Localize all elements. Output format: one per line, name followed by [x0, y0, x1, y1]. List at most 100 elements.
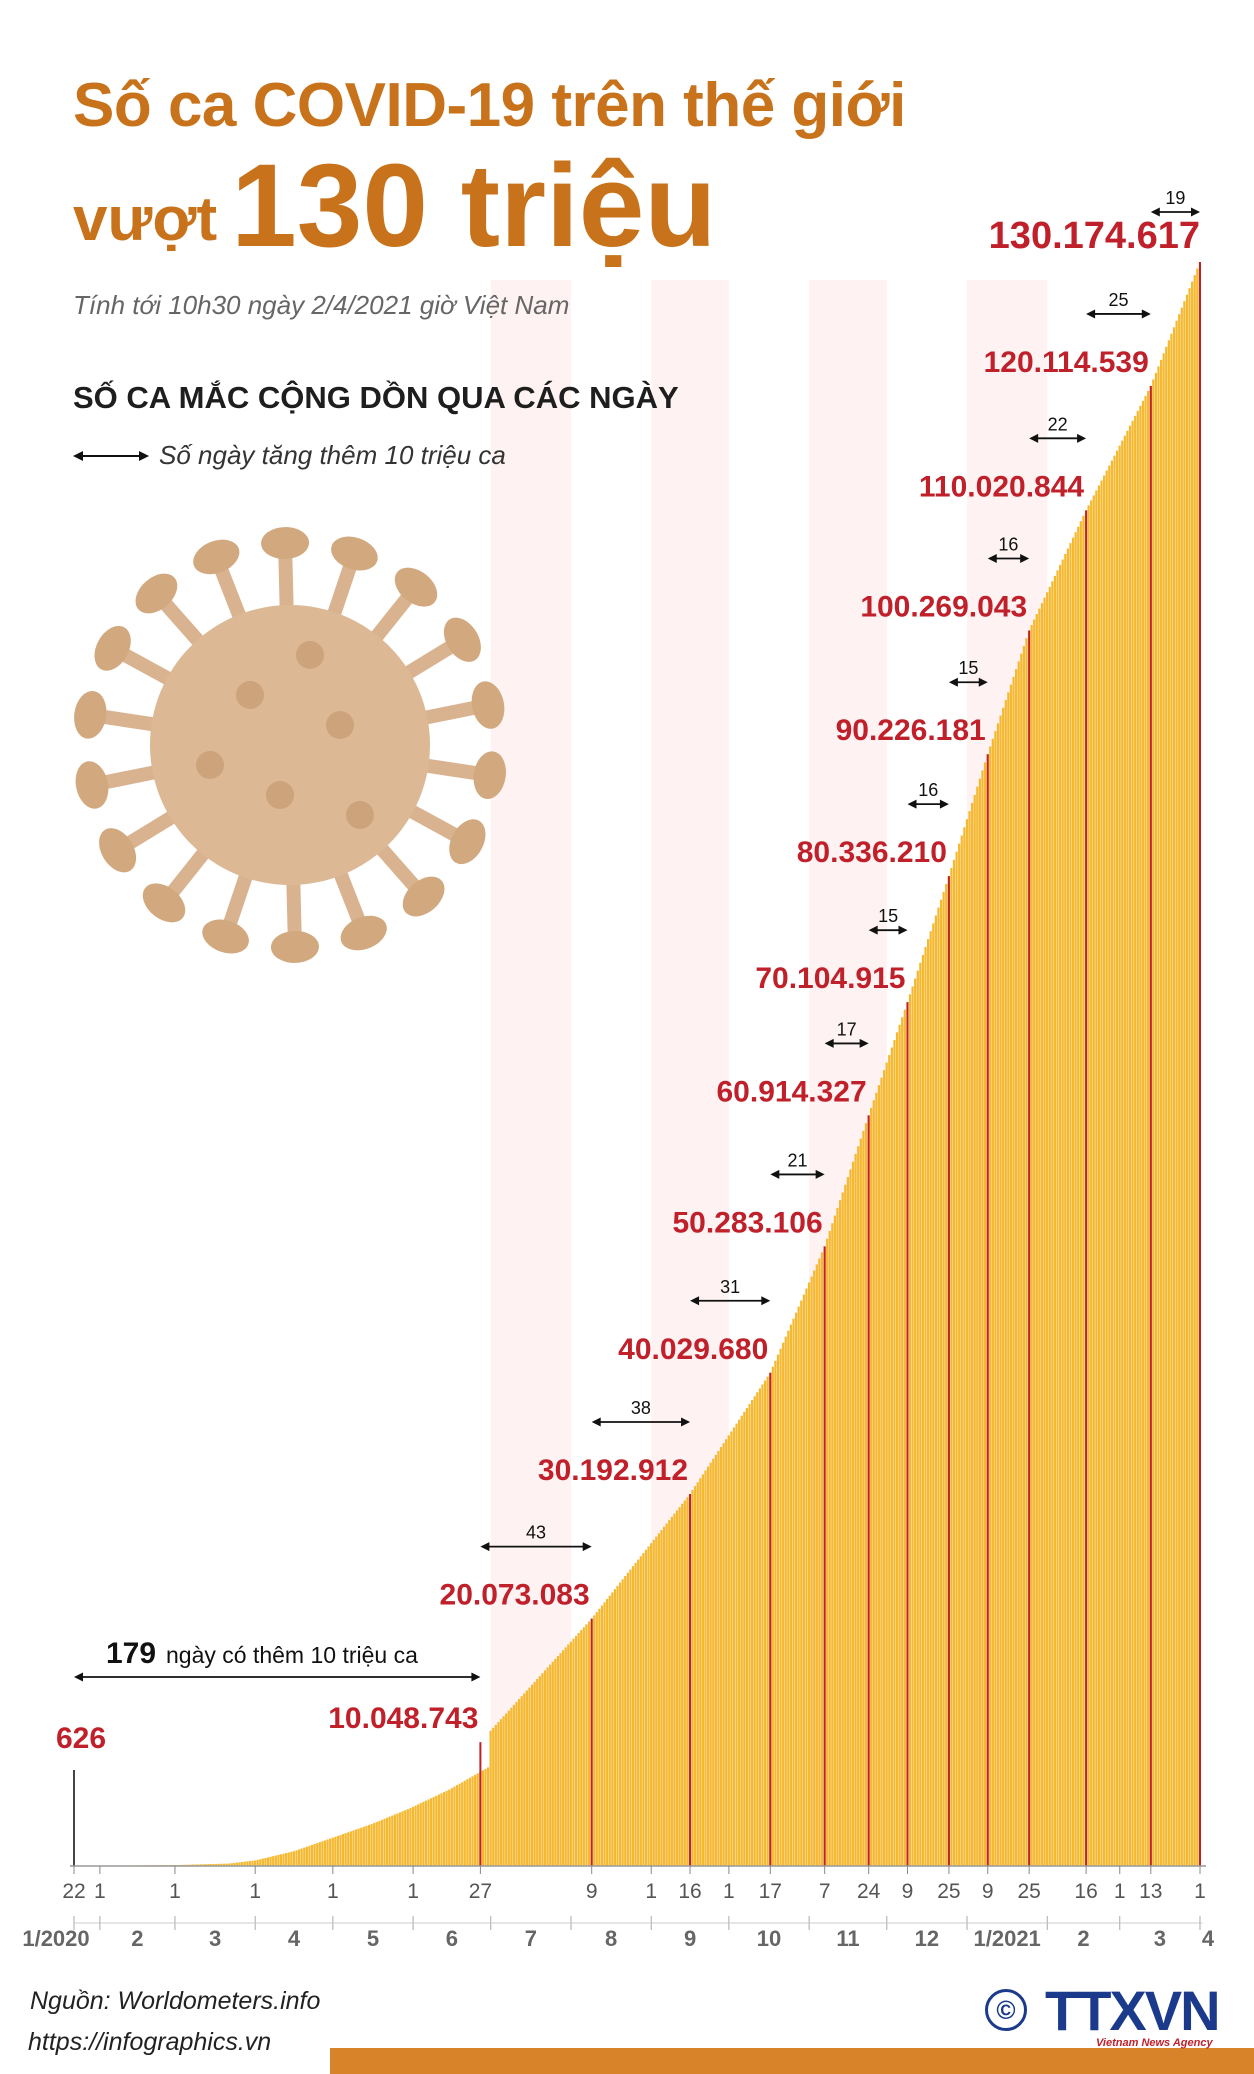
tick-label: 1	[723, 1880, 735, 1903]
day-bar	[380, 1819, 384, 1866]
day-bar	[414, 1805, 417, 1866]
day-bar	[435, 1795, 438, 1866]
day-bar	[818, 1258, 821, 1866]
day-bar	[215, 1863, 218, 1866]
day-bar	[924, 947, 927, 1866]
month-label: 5	[367, 1926, 379, 1951]
day-bar	[1059, 564, 1062, 1866]
day-bar	[1030, 625, 1033, 1866]
day-bar	[1110, 460, 1113, 1867]
day-bar	[1141, 400, 1145, 1866]
title-line-2: vượt 130 triệu	[73, 138, 716, 274]
interval-arrow: 16	[907, 780, 949, 809]
day-bar	[1152, 379, 1155, 1867]
arrow-head-right	[681, 1417, 691, 1427]
day-bar	[476, 1773, 479, 1866]
day-bar	[1087, 505, 1090, 1866]
day-bar	[1118, 445, 1121, 1867]
day-bar	[587, 1621, 591, 1866]
day-bar	[1154, 372, 1157, 1867]
day-bar	[820, 1252, 824, 1866]
milestone-label: 40.029.680	[618, 1333, 768, 1366]
double-arrow-icon	[73, 450, 149, 461]
interval-days: 19	[1165, 188, 1185, 208]
day-bar	[507, 1710, 510, 1866]
day-bar	[753, 1396, 756, 1866]
day-bar	[1043, 597, 1046, 1866]
day-bar	[256, 1859, 259, 1866]
day-bar	[492, 1727, 495, 1866]
month-shade	[490, 280, 571, 1866]
day-bar	[484, 1768, 487, 1866]
day-bar	[932, 923, 935, 1866]
day-bar	[1017, 661, 1020, 1866]
copyright-icon: ©	[985, 1989, 1027, 2031]
day-bar	[1180, 307, 1183, 1867]
arrow-head-left	[824, 1038, 834, 1048]
day-bar	[1144, 395, 1147, 1866]
milestone-labels: 626 10.048.743 20.073.083 30.192.912 40.029.…	[56, 215, 1200, 1755]
day-bar	[222, 1863, 226, 1866]
day-bar	[543, 1670, 547, 1866]
arrow-head-right	[1020, 553, 1030, 563]
day-bar	[1051, 581, 1054, 1866]
day-bar	[1170, 333, 1173, 1866]
day-bar	[259, 1859, 262, 1866]
milestone-lines	[73, 262, 1201, 1866]
tick-label: 17	[759, 1880, 782, 1903]
day-bar	[712, 1458, 715, 1866]
day-bar	[1025, 638, 1028, 1866]
day-bar	[942, 891, 945, 1866]
day-bar	[846, 1177, 849, 1866]
day-bar	[991, 738, 994, 1866]
interval-days: 15	[958, 658, 978, 678]
milestone-label: 60.914.327	[717, 1075, 867, 1108]
tick-label: 7	[819, 1880, 831, 1903]
day-bar	[424, 1800, 428, 1866]
day-bar	[626, 1572, 629, 1866]
day-bar	[228, 1863, 231, 1866]
virus-spike-head	[142, 883, 186, 923]
virus-spike-head	[331, 536, 378, 571]
interval-days: 31	[720, 1277, 740, 1297]
milestone-label: 90.226.181	[836, 714, 986, 747]
day-bar	[668, 1520, 671, 1866]
tick-label: 1	[169, 1880, 181, 1903]
tick-label: 9	[982, 1880, 994, 1903]
day-bar	[572, 1638, 575, 1866]
day-bar	[686, 1497, 689, 1866]
month-label: 2	[131, 1926, 143, 1951]
day-bar	[802, 1294, 805, 1866]
day-bar	[1196, 268, 1199, 1866]
day-bar	[717, 1450, 720, 1866]
day-bar	[937, 907, 940, 1866]
day-bar	[313, 1843, 316, 1866]
day-bar	[1191, 281, 1194, 1867]
day-bar	[574, 1635, 578, 1866]
day-bar	[458, 1783, 461, 1866]
tick-label: 1	[1114, 1880, 1126, 1903]
day-bar	[831, 1223, 834, 1866]
virus-spot	[296, 641, 324, 669]
day-bar	[209, 1864, 213, 1866]
arrow-head-right	[761, 1296, 771, 1306]
day-bar	[354, 1829, 358, 1866]
url-link[interactable]: https://infographics.vn	[28, 2028, 272, 2056]
tick-label: 27	[469, 1880, 492, 1903]
interval-arrow: 17	[824, 1019, 869, 1048]
day-bar	[1015, 669, 1018, 1867]
day-bar	[748, 1404, 751, 1866]
day-bar	[890, 1047, 893, 1866]
milestone-label: 10.048.743	[328, 1702, 478, 1735]
day-bar	[468, 1777, 472, 1866]
day-bar	[647, 1546, 650, 1866]
day-bar	[528, 1687, 531, 1866]
day-bar	[238, 1862, 241, 1866]
day-bar	[637, 1559, 640, 1866]
day-bar	[362, 1826, 365, 1866]
day-bar	[1126, 430, 1129, 1866]
day-bar	[342, 1834, 345, 1866]
day-bar	[1082, 515, 1085, 1866]
day-bar	[844, 1184, 847, 1866]
arrow-head-left	[1029, 433, 1039, 443]
